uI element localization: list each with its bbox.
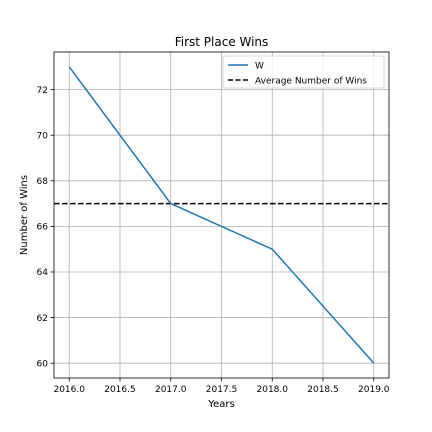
legend-label-average: Average Number of Wins <box>255 77 367 87</box>
x-tick-label: 2016.5 <box>104 385 136 395</box>
y-tick-label: 60 <box>37 359 49 369</box>
x-tick-label: 2019.0 <box>358 385 390 395</box>
x-tick-label: 2017.0 <box>155 385 187 395</box>
x-tick-label: 2016.0 <box>53 385 85 395</box>
x-axis: 2016.0 2016.5 2017.0 2017.5 2018.0 2018.5 2019… <box>53 378 390 395</box>
legend: W Average Number of Wins <box>222 55 385 89</box>
x-tick-label: 2018.5 <box>307 385 339 395</box>
y-axis: 60 62 64 66 68 70 72 <box>37 86 54 369</box>
series-line-w <box>68 66 375 364</box>
legend-box <box>222 55 385 89</box>
y-tick-label: 70 <box>37 131 49 141</box>
y-tick-label: 72 <box>37 86 48 96</box>
y-axis-label: Number of Wins <box>19 175 30 255</box>
series-lines <box>68 66 375 364</box>
legend-label-w: W <box>255 62 264 72</box>
chart-title: First Place Wins <box>175 35 269 49</box>
y-tick-label: 62 <box>37 314 48 324</box>
y-tick-label: 68 <box>37 177 49 187</box>
x-axis-label: Years <box>207 399 234 410</box>
x-tick-label: 2018.0 <box>257 385 289 395</box>
y-tick-label: 64 <box>37 268 49 278</box>
x-tick-label: 2017.5 <box>206 385 238 395</box>
y-tick-label: 66 <box>37 223 49 233</box>
